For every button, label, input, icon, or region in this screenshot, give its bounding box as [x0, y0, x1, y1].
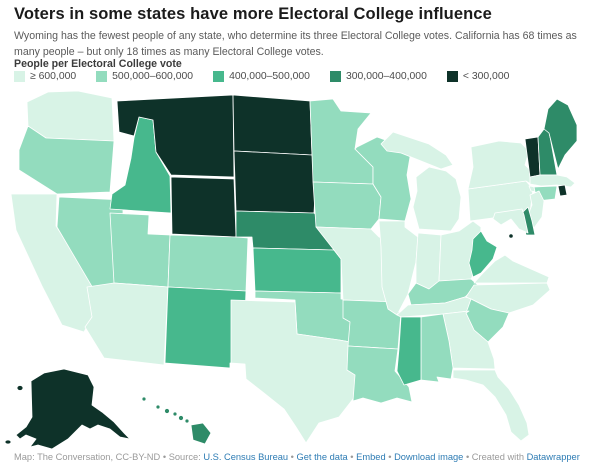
legend-item: 500,000–600,000	[96, 71, 193, 82]
state-SD[interactable]	[233, 150, 317, 214]
legend-label: < 300,000	[462, 71, 510, 82]
state-DC[interactable]	[508, 233, 514, 239]
state-MI-lower[interactable]	[412, 166, 462, 232]
state-VA[interactable]	[473, 254, 550, 284]
legend-label: 400,000–500,000	[229, 71, 310, 82]
state-HI-island[interactable]	[178, 415, 184, 421]
state-HI-island[interactable]	[164, 408, 170, 414]
state-AZ[interactable]	[84, 282, 169, 366]
footer-bullet: •	[290, 452, 294, 462]
state-IN[interactable]	[415, 232, 442, 290]
state-HI-island[interactable]	[155, 404, 161, 410]
chart-subtitle: Wyoming has the fewest people of any sta…	[14, 30, 577, 58]
footer-source-link[interactable]: U.S. Census Bureau	[203, 452, 289, 462]
footer-bullet: •	[465, 452, 470, 462]
state-AK-island[interactable]	[16, 385, 24, 391]
footer-bullet: •	[388, 452, 392, 462]
state-ND[interactable]	[232, 94, 313, 156]
footer-created-with: Created with	[471, 452, 524, 462]
state-MN[interactable]	[309, 98, 374, 185]
legend-swatch	[329, 71, 341, 82]
footer: Map: The Conversation, CC-BY-ND • Source…	[14, 452, 594, 462]
state-CO[interactable]	[167, 234, 249, 292]
state-AK[interactable]	[15, 368, 131, 450]
state-HI-island[interactable]	[141, 396, 147, 402]
legend-label: ≥ 600,000	[30, 71, 77, 82]
state-RI[interactable]	[557, 184, 568, 197]
legend-item: < 300,000	[446, 71, 510, 82]
state-TX[interactable]	[230, 299, 364, 444]
legend-swatch	[96, 71, 108, 82]
footer-attribution: Map: The Conversation, CC-BY-ND	[14, 452, 161, 462]
state-MS[interactable]	[396, 316, 422, 386]
state-KS[interactable]	[252, 247, 342, 294]
legend-swatch	[446, 71, 458, 82]
state-HI-island[interactable]	[184, 418, 190, 424]
state-FL[interactable]	[452, 369, 530, 442]
state-HI-big-island[interactable]	[190, 422, 212, 445]
footer-source-label: Source:	[168, 452, 201, 462]
state-IA[interactable]	[312, 181, 382, 230]
legend-label: 500,000–600,000	[112, 71, 194, 82]
state-HI-island[interactable]	[172, 411, 178, 417]
state-NM[interactable]	[164, 286, 247, 369]
legend: ≥ 600,000 500,000–600,000 400,000–500,00…	[14, 71, 529, 82]
footer-bullet: •	[350, 452, 354, 462]
state-OR[interactable]	[18, 125, 115, 195]
legend-title: People per Electoral College vote	[14, 58, 182, 70]
state-MA[interactable]	[529, 174, 576, 188]
legend-swatch	[14, 71, 25, 82]
state-NH[interactable]	[537, 128, 558, 176]
footer-datawrapper-link[interactable]: Datawrapper	[526, 452, 580, 462]
state-AK-island[interactable]	[4, 439, 12, 445]
state-WA[interactable]	[26, 90, 115, 142]
state-UT[interactable]	[109, 212, 171, 288]
footer-get-data-link[interactable]: Get the data	[296, 452, 348, 462]
page-title: Voters in some states have more Electora…	[14, 5, 492, 23]
legend-item: 300,000–400,000	[329, 71, 427, 82]
state-WV[interactable]	[468, 230, 498, 278]
state-LA[interactable]	[346, 345, 413, 404]
legend-swatch	[213, 71, 225, 82]
state-ME[interactable]	[543, 98, 578, 170]
state-NJ[interactable]	[527, 190, 545, 229]
footer-download-image-link[interactable]: Download image	[394, 452, 464, 462]
state-WY[interactable]	[170, 176, 237, 238]
us-choropleth-map	[0, 86, 600, 450]
state-AL[interactable]	[420, 313, 454, 383]
state-MD[interactable]	[492, 208, 529, 234]
footer-bullet: •	[162, 452, 167, 462]
legend-label: 300,000–400,000	[345, 71, 427, 82]
legend-item: 400,000–500,000	[213, 71, 310, 82]
footer-embed-link[interactable]: Embed	[356, 452, 386, 462]
legend-item: ≥ 600,000	[14, 71, 76, 82]
state-MI-upper[interactable]	[380, 131, 454, 170]
